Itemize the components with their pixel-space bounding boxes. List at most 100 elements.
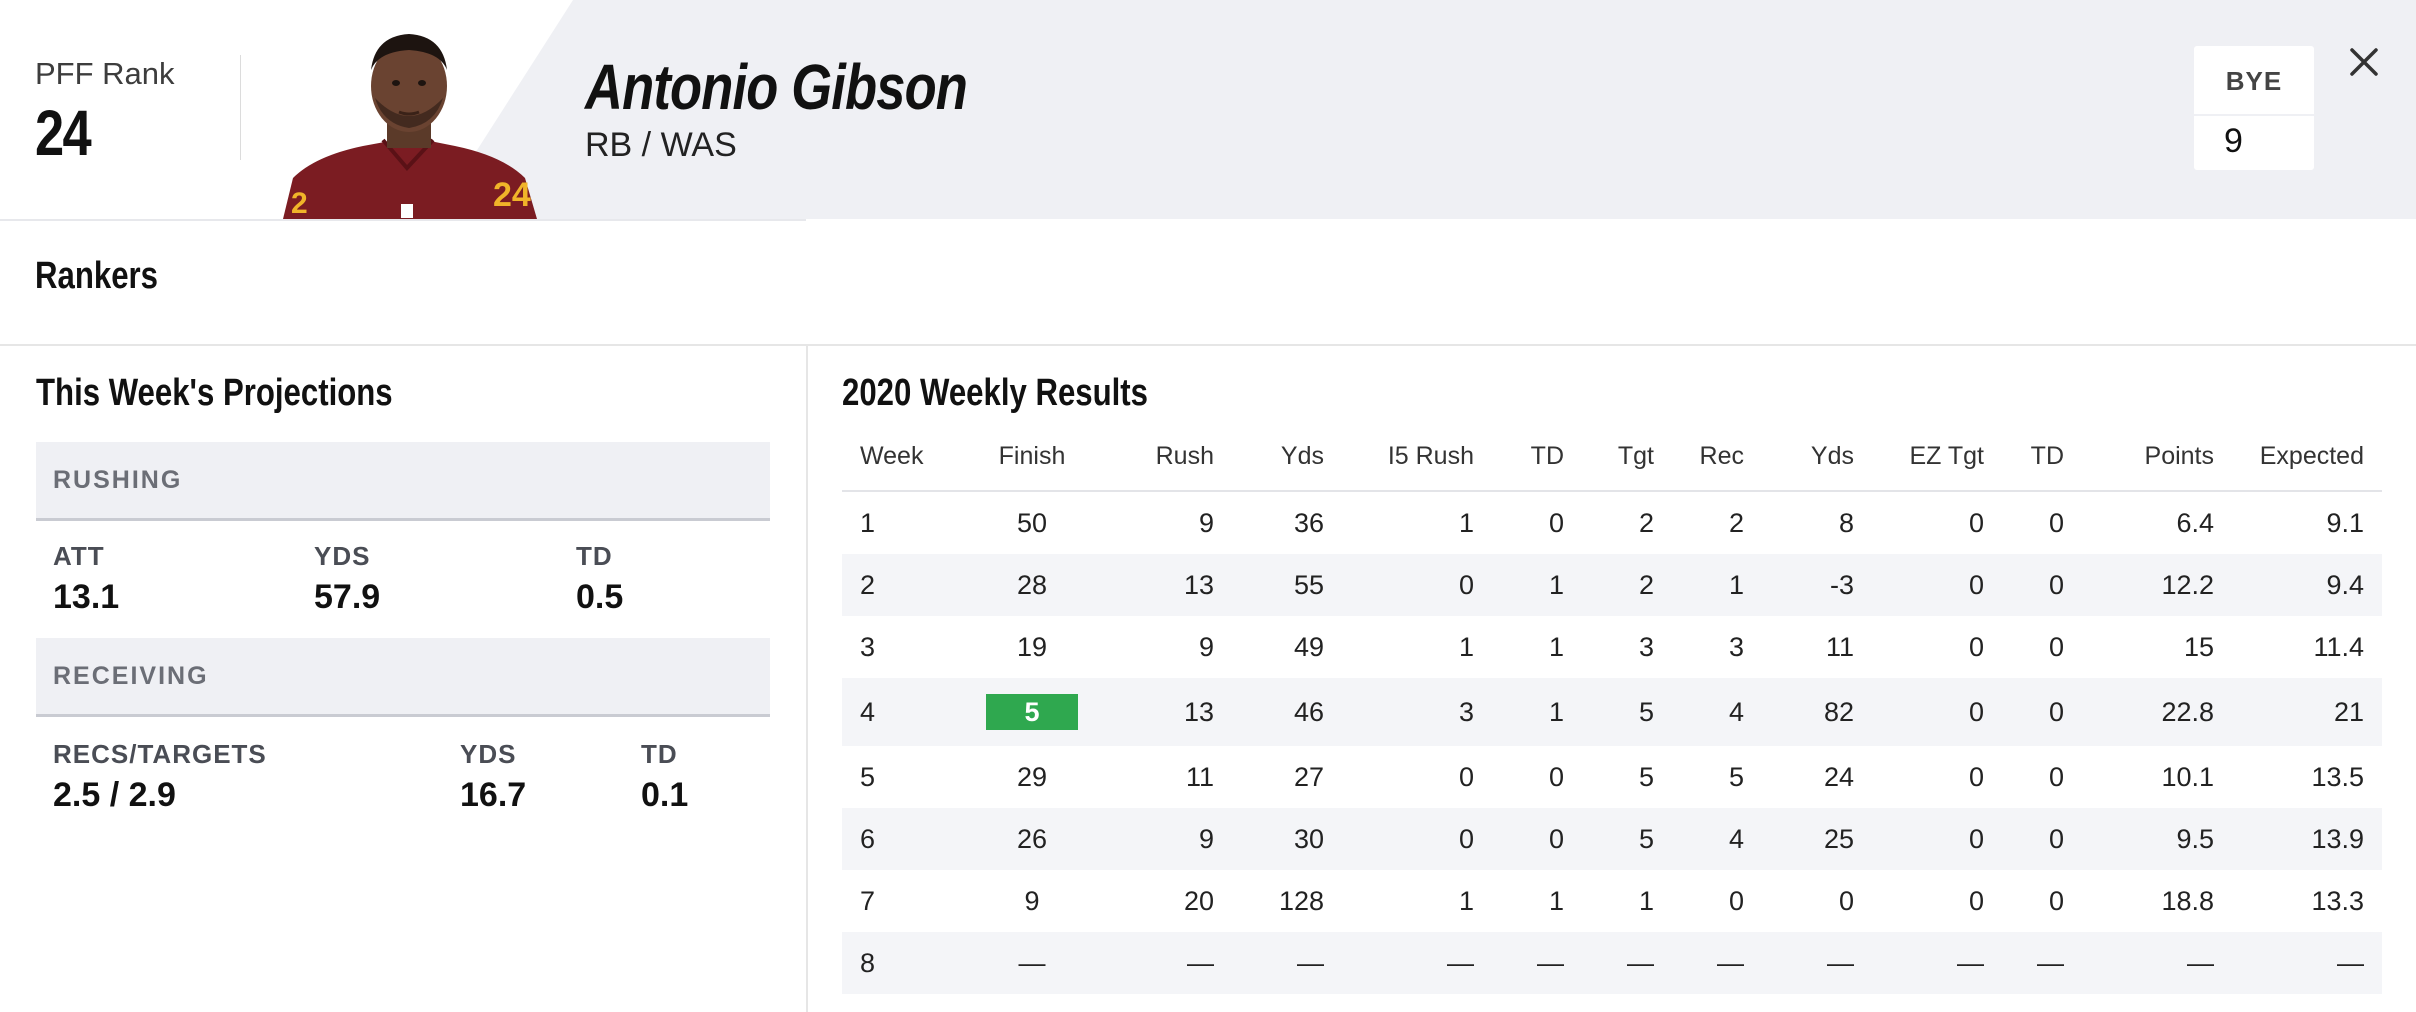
cell-rush-td: 1 (1492, 678, 1582, 746)
receiving-header: RECEIVING (36, 638, 770, 717)
cell-rec: 4 (1672, 678, 1762, 746)
cell-tgt: 1 (1638, 885, 1654, 916)
col-week[interactable]: Week (842, 442, 952, 492)
cell-week: 6 (842, 808, 952, 870)
table-row: 3 19 9 49 1 1 3 3 11 0 0 15 11.4 (842, 616, 2382, 678)
cell-ez-tgt: — (1872, 932, 2002, 994)
bye-separator (2194, 114, 2314, 116)
results-body: 1 50 9 36 1 0 2 2 8 0 0 6.4 9.1 2 28 13 55 0 1 2 1 -3 0 0 12.2 9.… (842, 491, 2382, 994)
results-header-row: Week Finish Rush Yds I5 Rush TD Tgt Rec … (842, 442, 2382, 492)
cell-rec-yds: 0 (1838, 885, 1854, 916)
cell-rec: 3 (1728, 631, 1744, 662)
svg-text:24: 24 (493, 176, 531, 214)
cell-i5-rush: 1 (1458, 631, 1474, 662)
col-finish[interactable]: Finish (952, 442, 1112, 492)
cell-rush-td: 1 (1548, 631, 1564, 662)
col-rush-td[interactable]: TD (1492, 442, 1582, 492)
rushing-header: RUSHING (36, 442, 770, 521)
cell-tgt: 5 (1638, 761, 1654, 792)
column-divider (806, 345, 808, 1012)
col-tgt[interactable]: Tgt (1582, 442, 1672, 492)
rush-yds-value: 57.9 (314, 578, 381, 616)
cell-rush-td: 1 (1492, 554, 1582, 616)
pff-rank-label: PFF Rank (35, 56, 175, 91)
rush-yds-label: YDS (314, 541, 371, 571)
col-points[interactable]: Points (2082, 442, 2232, 492)
cell-i5-rush: 0 (1342, 554, 1492, 616)
cell-rec-yds: 11 (1825, 631, 1854, 662)
col-expected[interactable]: Expected (2232, 442, 2382, 492)
cell-tgt: 2 (1582, 554, 1672, 616)
cell-ez-tgt: 0 (1968, 507, 1984, 538)
cell-points: 22.8 (2082, 678, 2232, 746)
cell-rush: 11 (1185, 761, 1214, 792)
cell-finish: 9 (1024, 885, 1040, 916)
cell-expected: 13.9 (2232, 808, 2382, 870)
cell-week: 5 (860, 761, 876, 792)
rec-yds-value: 16.7 (460, 776, 527, 814)
cell-points: — (2082, 932, 2232, 994)
cell-rush: — (1112, 932, 1232, 994)
cell-rush: 13 (1112, 554, 1232, 616)
close-icon[interactable] (2340, 38, 2388, 86)
cell-week: 8 (842, 932, 952, 994)
cell-rush-yds: 27 (1293, 761, 1324, 792)
weekly-results-title: 2020 Weekly Results (842, 372, 1149, 414)
projections-title: This Week's Projections (36, 372, 393, 414)
cell-rush-td: 0 (1548, 761, 1564, 792)
cell-finish: 28 (952, 554, 1112, 616)
cell-rec: — (1672, 932, 1762, 994)
cell-expected: 11.4 (2313, 631, 2364, 662)
col-rec-yds[interactable]: Yds (1762, 442, 1872, 492)
cell-rush-td: 0 (1492, 808, 1582, 870)
cell-rec-yds: 25 (1762, 808, 1872, 870)
cell-rush-yds: 30 (1232, 808, 1342, 870)
col-rush-yds[interactable]: Yds (1232, 442, 1342, 492)
col-ez-tgt[interactable]: EZ Tgt (1872, 442, 2002, 492)
col-rec-td[interactable]: TD (2002, 442, 2082, 492)
svg-text:2: 2 (291, 187, 308, 219)
cell-points: 18.8 (2161, 885, 2214, 916)
cell-rush: 9 (1112, 808, 1232, 870)
player-header: PFF Rank 24 24 2 Antonio Gibson RB / WAS… (0, 0, 2416, 219)
col-rec[interactable]: Rec (1672, 442, 1762, 492)
cell-points: 6.4 (2176, 507, 2214, 538)
col-rush[interactable]: Rush (1112, 442, 1232, 492)
receiving-heading: RECEIVING (53, 662, 209, 690)
cell-i5-rush: 0 (1342, 808, 1492, 870)
rank-divider (240, 55, 241, 160)
cell-rec-td: 0 (2002, 554, 2082, 616)
cell-rec-td: 0 (2048, 631, 2064, 662)
cell-ez-tgt: 0 (1872, 678, 2002, 746)
cell-week: 1 (860, 507, 876, 538)
table-row: 8— — — — — — — — — — — — (842, 932, 2382, 994)
cell-week: 4 (842, 678, 952, 746)
cell-rec-yds: 24 (1823, 761, 1854, 792)
rankers-section[interactable]: Rankers (0, 221, 2416, 346)
cell-rush-yds: 128 (1278, 885, 1324, 916)
finish-highlight-badge: 5 (986, 694, 1078, 730)
table-row: 7 9 20 128 1 1 1 0 0 0 0 18.8 13.3 (842, 870, 2382, 932)
cell-rec-yds: 82 (1762, 678, 1872, 746)
cell-rec: 0 (1728, 885, 1744, 916)
cell-rec-td: 0 (2002, 808, 2082, 870)
cell-rec: 4 (1672, 808, 1762, 870)
table-row: 4 5 13 46 3 1 5 4 82 0 0 22.8 21 (842, 678, 2382, 746)
cell-expected: 21 (2232, 678, 2382, 746)
rush-td-value: 0.5 (576, 578, 624, 616)
cell-rush-td: — (1492, 932, 1582, 994)
cell-tgt: 5 (1582, 678, 1672, 746)
cell-rec-yds: 8 (1838, 507, 1854, 538)
cell-rush-yds: — (1232, 932, 1342, 994)
cell-rec-td: — (2002, 932, 2082, 994)
cell-i5-rush: — (1342, 932, 1492, 994)
cell-tgt: 5 (1582, 808, 1672, 870)
cell-tgt: 2 (1638, 507, 1654, 538)
col-i5-rush[interactable]: I5 Rush (1342, 442, 1492, 492)
cell-rush-yds: 36 (1293, 507, 1324, 538)
cell-ez-tgt: 0 (1968, 885, 1984, 916)
table-row: 5 29 11 27 0 0 5 5 24 0 0 10.1 13.5 (842, 746, 2382, 808)
cell-rush-yds: 46 (1232, 678, 1342, 746)
cell-ez-tgt: 0 (1872, 808, 2002, 870)
cell-i5-rush: 3 (1342, 678, 1492, 746)
